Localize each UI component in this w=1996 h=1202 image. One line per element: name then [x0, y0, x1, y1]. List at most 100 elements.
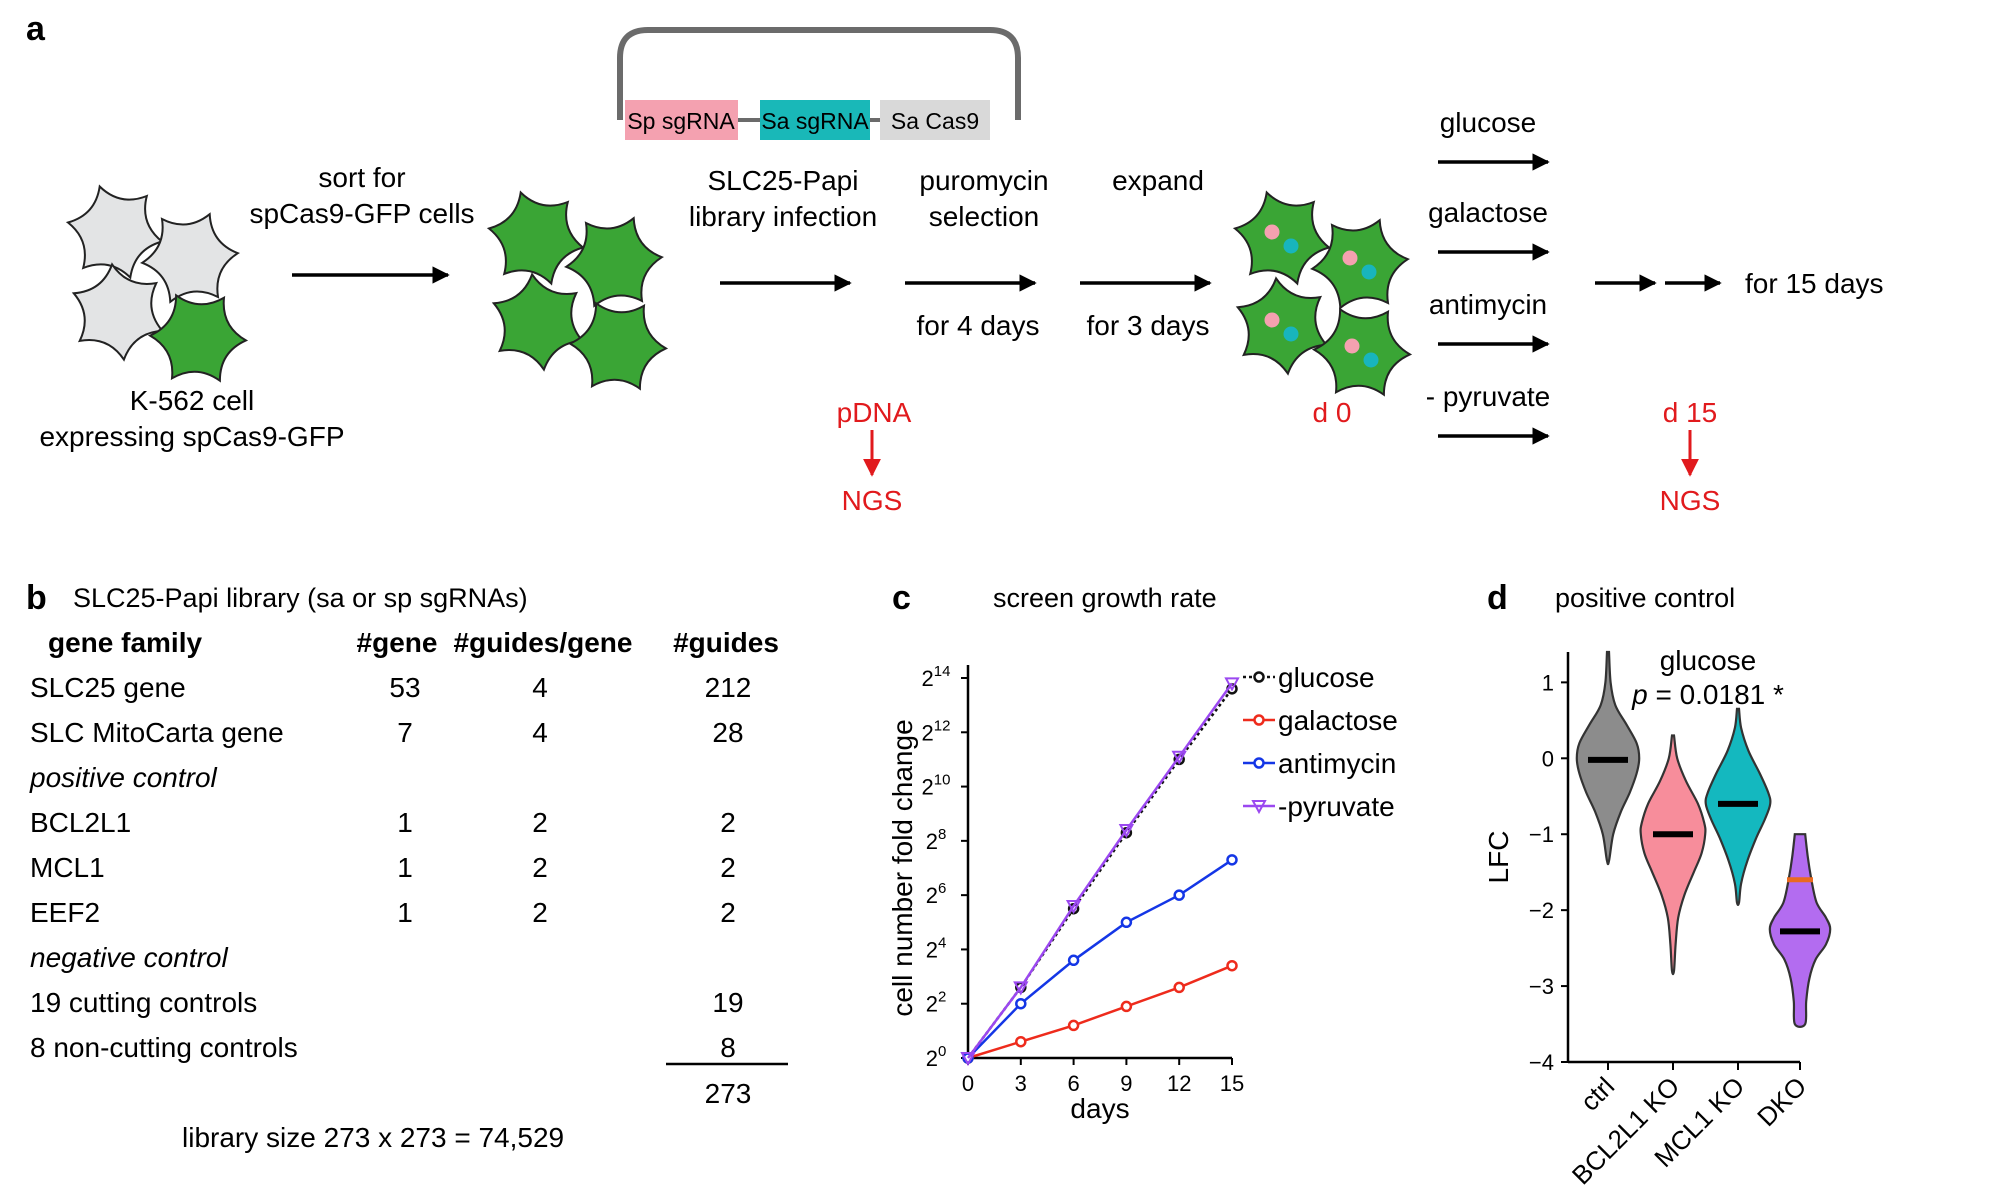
legend-label: -pyruvate	[1278, 791, 1395, 822]
sp-guide-dot	[1342, 250, 1358, 266]
sp-guide-dot	[1344, 338, 1360, 354]
panel-c: c screen growth rate 0 3 6 9 12 1520222426282…	[887, 579, 1398, 1124]
x-tick-label: 15	[1220, 1071, 1244, 1096]
data-point	[1120, 1000, 1133, 1013]
y-tick-base: 2	[926, 937, 938, 962]
data-point	[1015, 997, 1027, 1010]
table-row: SLC25 gene 53 4 212	[30, 672, 751, 703]
table-cell: 2	[720, 807, 736, 838]
y-tick-label: −4	[1529, 1050, 1554, 1075]
table-cell: 4	[532, 717, 548, 748]
x-tick-label: DKO	[1751, 1071, 1812, 1132]
series-line	[966, 688, 1234, 1059]
series-galactose: galactose	[962, 705, 1398, 1064]
cell-cluster-original	[65, 184, 249, 383]
cell-body	[564, 216, 664, 308]
table-cell: 2	[532, 807, 548, 838]
table-cell: 19	[712, 987, 743, 1018]
data-point	[1118, 824, 1135, 839]
legend-swatch-marker	[1253, 757, 1265, 769]
cell-body	[491, 272, 585, 372]
cell-icon	[1232, 190, 1332, 286]
data-point	[1224, 677, 1240, 692]
cell-body	[140, 212, 240, 304]
y-tick-label: 214	[922, 663, 951, 691]
table-total: 273	[705, 1078, 752, 1109]
legend-label: glucose	[1278, 662, 1375, 693]
violin-pvalue: p = 0.0181 *	[1631, 679, 1784, 710]
y-tick-label: 210	[922, 772, 951, 800]
y-tick-base: 2	[926, 829, 938, 854]
table-row: MCL1 1 2 2	[30, 852, 736, 883]
table-cell: 53	[389, 672, 420, 703]
cell-body	[1232, 190, 1332, 286]
pdna-sampling: pDNA NGS	[837, 397, 912, 516]
y-tick-base: 2	[926, 883, 938, 908]
plasmid-sa-cas9	[880, 100, 990, 140]
legend-swatch-marker	[1251, 800, 1267, 815]
table-row-label: negative control	[30, 942, 228, 973]
y-tick-exponent: 0	[938, 1043, 946, 1060]
y-tick-label: 212	[922, 717, 951, 745]
y-tick-label: 20	[926, 1043, 947, 1071]
cell-body	[71, 262, 165, 362]
table-cell: 1	[397, 807, 413, 838]
y-tick-exponent: 14	[934, 663, 951, 680]
infection-label-line1: SLC25-Papi	[708, 165, 859, 196]
table-row: 19 cutting controls 19	[30, 987, 744, 1018]
table-row: positive control	[29, 762, 218, 793]
legend-swatch-marker	[1253, 714, 1265, 726]
cell-caption-line1: K-562 cell	[130, 385, 255, 416]
infection-label-line2: library infection	[689, 201, 877, 232]
pdna-ngs-label: NGS	[842, 485, 903, 516]
table-header: #gene	[357, 627, 438, 658]
cell-body	[567, 301, 669, 391]
plasmid-sa-label: Sa sgRNA	[761, 108, 869, 134]
growth-chart-title: screen growth rate	[993, 583, 1217, 613]
day15-label: d 15	[1663, 397, 1718, 428]
day15-ngs-label: NGS	[1660, 485, 1721, 516]
y-axis-label: LFC	[1483, 831, 1514, 884]
table-cell: 2	[532, 897, 548, 928]
legend-swatch-marker	[1253, 671, 1265, 683]
cell-icon	[71, 262, 165, 362]
library-size-footer: library size 273 x 273 = 74,529	[182, 1122, 564, 1153]
y-tick-label: −1	[1529, 822, 1554, 847]
violin-body	[1704, 707, 1772, 907]
plasmid-sa-sgrna	[760, 100, 870, 140]
table-cell: 4	[532, 672, 548, 703]
table-cell: 1	[397, 852, 413, 883]
table-cell: 28	[712, 717, 743, 748]
table-cell: 1	[397, 897, 413, 928]
pvalue-symbol: p	[1631, 679, 1648, 710]
x-tick-label: 6	[1067, 1071, 1079, 1096]
table-row-label: positive control	[29, 762, 218, 793]
selection-label-line1: puromycin	[919, 165, 1048, 196]
condition-list: glucose galactose antimycin - pyruvate	[1426, 107, 1550, 445]
cell-caption-line2: expressing spCas9-GFP	[39, 421, 344, 452]
data-point	[1226, 854, 1238, 866]
violin-body	[1639, 734, 1707, 976]
y-tick-label: 24	[926, 934, 947, 962]
x-tick-label: 12	[1167, 1071, 1191, 1096]
y-tick-base: 2	[922, 666, 934, 691]
data-point	[1120, 916, 1133, 929]
plasmid-backbone	[617, 27, 1021, 120]
table-cell: 2	[720, 852, 736, 883]
condition-label: glucose	[1440, 107, 1537, 138]
legend-label: antimycin	[1278, 748, 1396, 779]
sort-label-line1: sort for	[318, 162, 405, 193]
table-row-label: SLC MitoCarta gene	[30, 717, 284, 748]
table-row-label: SLC25 gene	[30, 672, 186, 703]
table-cell: 8	[720, 1032, 736, 1063]
series-line	[967, 858, 1233, 1059]
table-row: EEF2 1 2 2	[30, 897, 736, 928]
cell-body	[147, 293, 249, 383]
data-point	[1065, 900, 1082, 915]
table-header: #guides/gene	[454, 627, 633, 658]
cell-body	[1235, 276, 1329, 376]
data-point	[960, 1052, 976, 1067]
series-glucose: glucose	[962, 662, 1375, 1064]
table-cell: 2	[532, 852, 548, 883]
